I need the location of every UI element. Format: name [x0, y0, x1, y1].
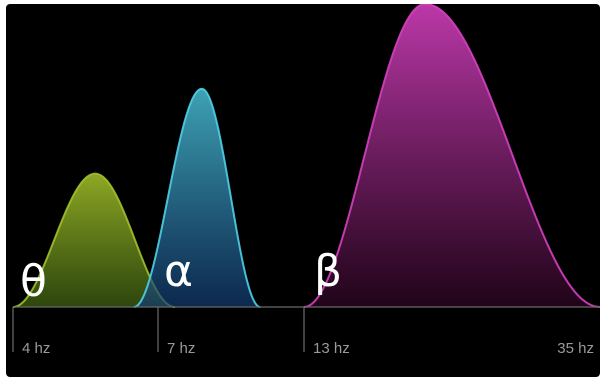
- band-outline-2: [133, 87, 261, 308]
- band-label-2: α: [164, 246, 193, 297]
- band-area-2: [133, 88, 261, 307]
- band-outline-1: [12, 172, 176, 308]
- band-label-3: β: [314, 246, 342, 297]
- x-axis: 4 hz 7 hz 13 hz 35 hz: [12, 306, 600, 357]
- band-curves: [12, 4, 600, 308]
- x-tick-label-2: 7 hz: [167, 340, 195, 357]
- x-tick-label-4: 35 hz: [557, 340, 594, 357]
- brainwave-chart: θ α β 4 hz 7 hz 13 hz 35 hz: [12, 4, 600, 357]
- x-tick-label-3: 13 hz: [313, 340, 350, 357]
- band-area-1: [13, 173, 176, 307]
- x-tick-label-1: 4 hz: [22, 340, 50, 357]
- band-label-1: θ: [20, 256, 47, 307]
- chart-panel: θ α β 4 hz 7 hz 13 hz 35 hz: [6, 4, 600, 377]
- band-area-3: [304, 4, 600, 307]
- band-outline-3: [303, 4, 600, 308]
